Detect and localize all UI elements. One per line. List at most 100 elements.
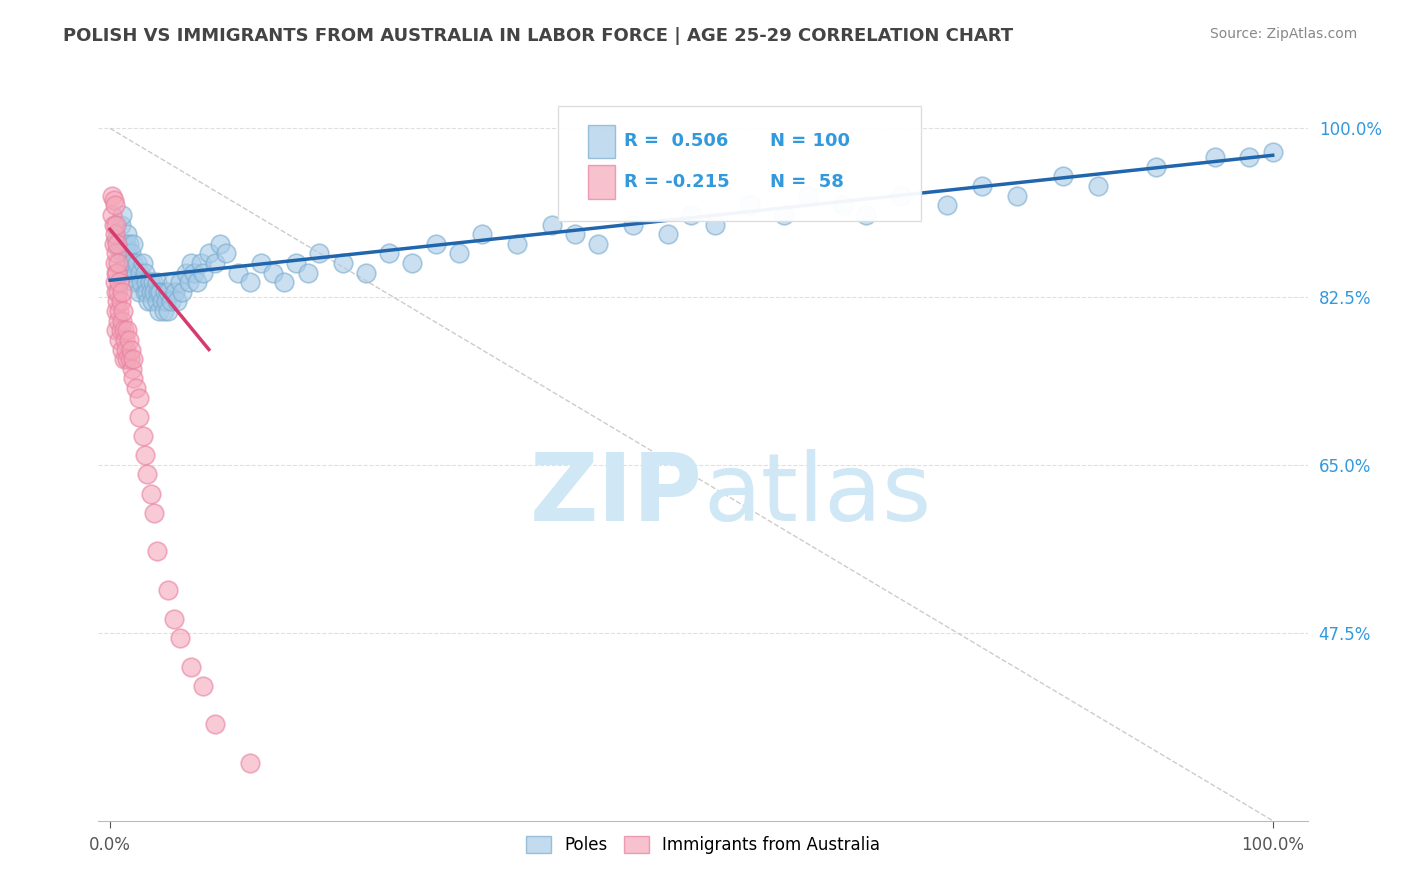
Point [118,256,141,270]
Point [1239,150,1261,164]
Point [112,352,135,367]
Point [506,236,529,251]
Point [124,266,146,280]
Point [108,242,131,256]
Point [143,506,166,520]
Point [103,218,125,232]
Point [354,266,377,280]
Point [425,236,447,251]
FancyBboxPatch shape [588,125,614,158]
Point [773,208,796,222]
FancyBboxPatch shape [558,106,921,221]
Point [890,188,912,202]
Point [117,352,139,367]
Point [183,266,205,280]
Point [169,631,191,645]
Point [681,208,703,222]
Point [111,343,134,357]
Point [131,256,153,270]
Point [165,285,187,299]
Point [115,343,138,357]
Point [107,313,129,327]
Point [110,323,132,337]
Point [107,285,129,299]
Point [250,256,273,270]
Point [796,188,818,202]
Point [215,246,238,260]
Point [128,285,150,299]
Point [124,275,146,289]
Point [125,256,148,270]
Point [378,246,401,260]
Point [145,294,167,309]
Point [115,236,138,251]
Point [159,294,181,309]
Text: R =  0.506: R = 0.506 [624,132,728,150]
Point [186,275,208,289]
Point [166,294,188,309]
Point [149,285,172,299]
Point [174,266,197,280]
Point [112,236,135,251]
Point [209,236,232,251]
Point [136,285,159,299]
Point [153,285,176,299]
Point [108,333,131,347]
Point [139,285,162,299]
Point [163,612,186,626]
Point [150,294,173,309]
Point [588,236,610,251]
Point [1204,150,1226,164]
Point [155,294,177,309]
Point [191,679,214,693]
Point [104,304,127,318]
Point [118,236,141,251]
Point [107,256,129,270]
Point [122,256,145,270]
Text: N = 100: N = 100 [769,132,849,150]
Point [111,246,134,260]
Point [110,218,132,232]
Point [131,429,153,443]
Point [169,275,191,289]
Point [122,236,145,251]
Point [1087,179,1109,194]
Point [108,275,131,289]
Point [104,275,127,289]
Point [105,236,128,251]
Point [129,266,152,280]
Point [134,448,156,462]
Point [111,285,134,299]
Text: ZIP: ZIP [530,449,703,541]
Point [308,246,330,260]
Point [121,266,143,280]
Point [447,246,470,260]
Point [122,352,145,367]
Point [226,266,249,280]
Point [564,227,586,241]
Point [146,285,169,299]
Point [136,467,159,482]
Point [139,487,162,501]
Point [122,371,145,385]
Point [262,266,284,280]
Point [831,198,853,212]
Point [103,236,125,251]
Point [145,275,167,289]
Point [297,266,319,280]
Point [285,256,308,270]
Text: POLISH VS IMMIGRANTS FROM AUSTRALIA IN LABOR FORCE | AGE 25-29 CORRELATION CHART: POLISH VS IMMIGRANTS FROM AUSTRALIA IN L… [63,27,1014,45]
Point [104,232,127,246]
Point [127,275,149,289]
Point [970,179,993,194]
Point [180,660,202,674]
Point [104,218,127,232]
Point [101,188,124,202]
Point [190,256,212,270]
Point [134,266,156,280]
Point [128,391,150,405]
Point [162,275,184,289]
Point [104,227,127,241]
Point [101,208,124,222]
Point [135,275,157,289]
